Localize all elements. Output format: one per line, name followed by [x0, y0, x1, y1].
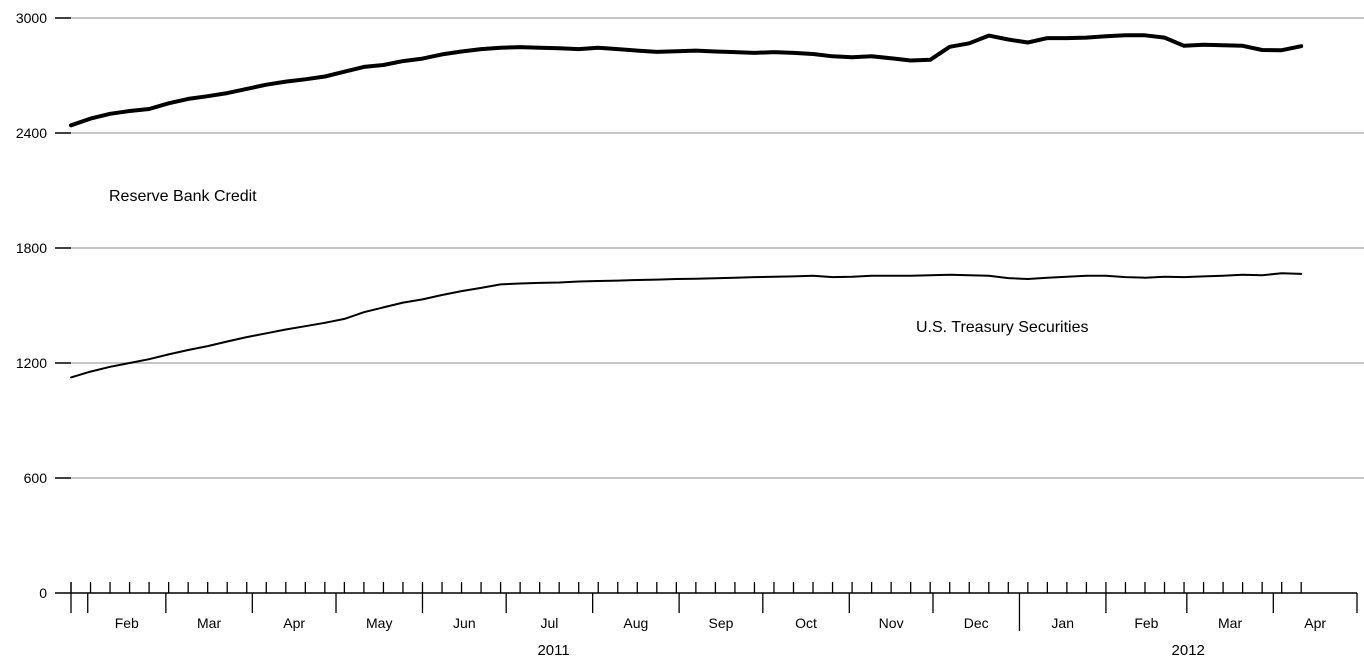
x-year-label: 2011 — [537, 642, 569, 659]
x-month-label: May — [366, 615, 392, 631]
x-month-label: Sep — [709, 615, 734, 631]
x-year-label: 2012 — [1172, 642, 1205, 659]
x-month-label: Dec — [964, 615, 989, 631]
x-axis: Feb Mar Apr May Jun Jul Aug Sep Oct Nov Dec Jan Feb M… — [70, 582, 1358, 659]
gridlines — [71, 17, 1364, 479]
x-month-label: Aug — [623, 615, 648, 631]
x-month-label: Apr — [1304, 615, 1326, 631]
x-month-label: Oct — [795, 615, 817, 631]
y-tick-label-600: 600 — [24, 470, 48, 486]
y-axis: 0 600 1200 1800 2400 3000 — [16, 10, 71, 601]
y-tick-label-1800: 1800 — [16, 240, 47, 256]
x-month-label: Jan — [1051, 615, 1074, 631]
series-line-us-treasury-securities — [70, 272, 1303, 379]
x-month-label: Nov — [879, 615, 904, 631]
x-month-label: Feb — [115, 615, 139, 631]
y-tick-label-0: 0 — [39, 585, 47, 601]
x-month-label: Jul — [540, 615, 558, 631]
x-month-label: Mar — [1218, 615, 1242, 631]
series-labels: Reserve Bank Credit U.S. Treasury Securi… — [109, 188, 1089, 336]
y-tick-label-3000: 3000 — [16, 10, 47, 26]
x-month-label: Apr — [283, 615, 305, 631]
series-line-reserve-bank-credit — [69, 33, 1304, 128]
y-tick-label-2400: 2400 — [16, 125, 47, 141]
series-label-us-treasury-securities: U.S. Treasury Securities — [916, 319, 1089, 336]
series-lines — [69, 33, 1304, 379]
x-month-label: Feb — [1134, 615, 1158, 631]
y-tick-label-1200: 1200 — [16, 355, 47, 371]
x-month-label: Mar — [197, 615, 221, 631]
x-month-label: Jun — [453, 615, 476, 631]
series-label-reserve-bank-credit: Reserve Bank Credit — [109, 188, 257, 205]
